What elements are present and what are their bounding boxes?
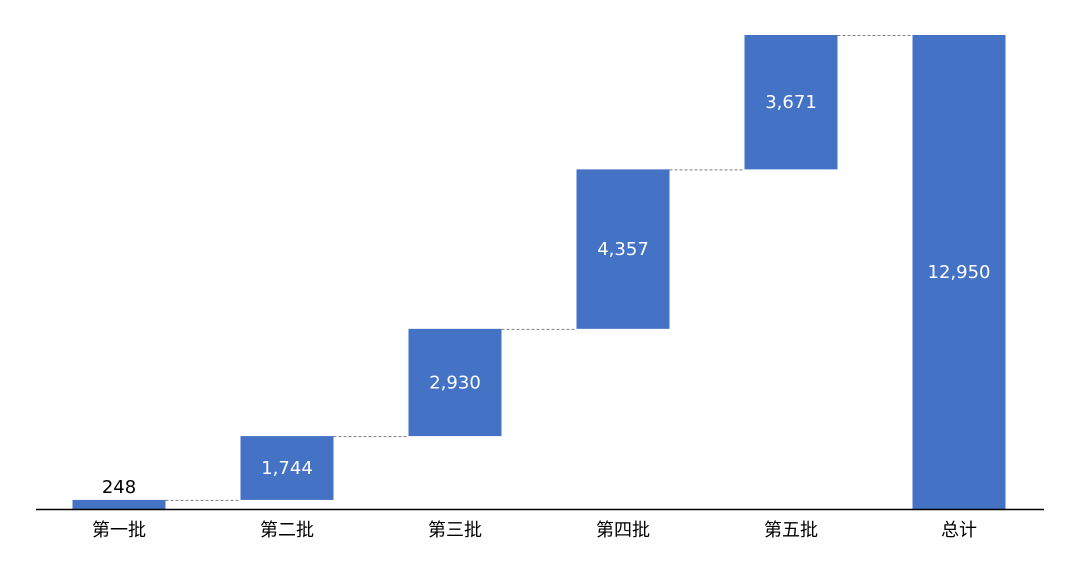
category-label-2: 第二批 [260, 520, 314, 541]
category-label-6: 总计 [941, 520, 977, 541]
data-label-5: 3,671 [765, 92, 817, 113]
data-label-3: 2,930 [429, 372, 481, 393]
category-label-4: 第四批 [596, 520, 650, 541]
category-label-5: 第五批 [764, 520, 818, 541]
bar-6 [912, 35, 1006, 509]
bar-3 [408, 328, 502, 437]
data-label-4: 4,357 [597, 239, 649, 260]
data-label-2: 1,744 [261, 458, 313, 479]
bar-2 [240, 436, 334, 500]
category-label-3: 第三批 [428, 520, 482, 541]
data-label-6: 12,950 [928, 262, 991, 283]
bar-4 [576, 169, 670, 329]
bar-5 [744, 35, 838, 170]
data-label-1: 248 [102, 477, 136, 498]
category-label-1: 第一批 [92, 520, 146, 541]
bar-1 [72, 499, 166, 509]
